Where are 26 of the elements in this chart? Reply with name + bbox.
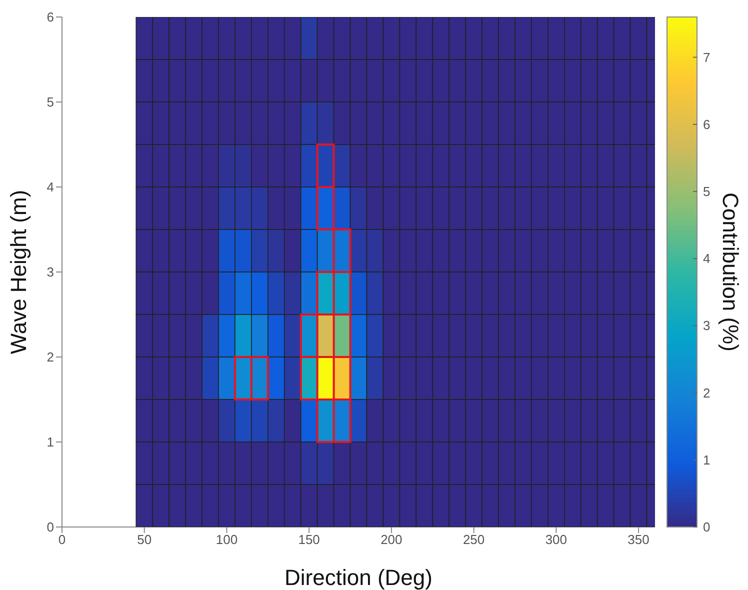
- x-tick-label: 100: [216, 532, 238, 548]
- color-bar-label: 6: [703, 116, 710, 132]
- color-bar-label: 3: [703, 318, 710, 334]
- y-tick-label: 5: [46, 94, 54, 110]
- x-tick-label: 250: [462, 532, 485, 548]
- y-tick-label: 2: [46, 350, 54, 365]
- x-axis-title: Direction (Deg): [284, 565, 432, 590]
- x-tick-label: 350: [628, 532, 650, 548]
- x-tick-label: 300: [545, 532, 568, 548]
- color-bar-label: 1: [703, 452, 710, 468]
- color-bar-label: 5: [703, 184, 710, 200]
- color-bar-label: 4: [703, 251, 710, 266]
- y-tick-label: 6: [46, 10, 54, 25]
- y-axis-title: Wave Height (m): [6, 190, 31, 354]
- x-tick-label: 0: [58, 532, 66, 548]
- color-bar-label: 0: [703, 520, 710, 535]
- y-tick-label: 4: [46, 180, 54, 195]
- y-tick-label: 3: [46, 264, 54, 280]
- color-bar-title: Contribution (%): [718, 192, 743, 352]
- color-bar-label: 7: [703, 50, 710, 65]
- x-tick-label: 150: [298, 532, 320, 548]
- y-tick-label: 0: [46, 520, 54, 535]
- x-tick-label: 200: [380, 532, 402, 548]
- x-tick-label: 50: [137, 532, 152, 548]
- color-bar-label: 2: [703, 385, 710, 400]
- y-tick-label: 1: [46, 434, 54, 450]
